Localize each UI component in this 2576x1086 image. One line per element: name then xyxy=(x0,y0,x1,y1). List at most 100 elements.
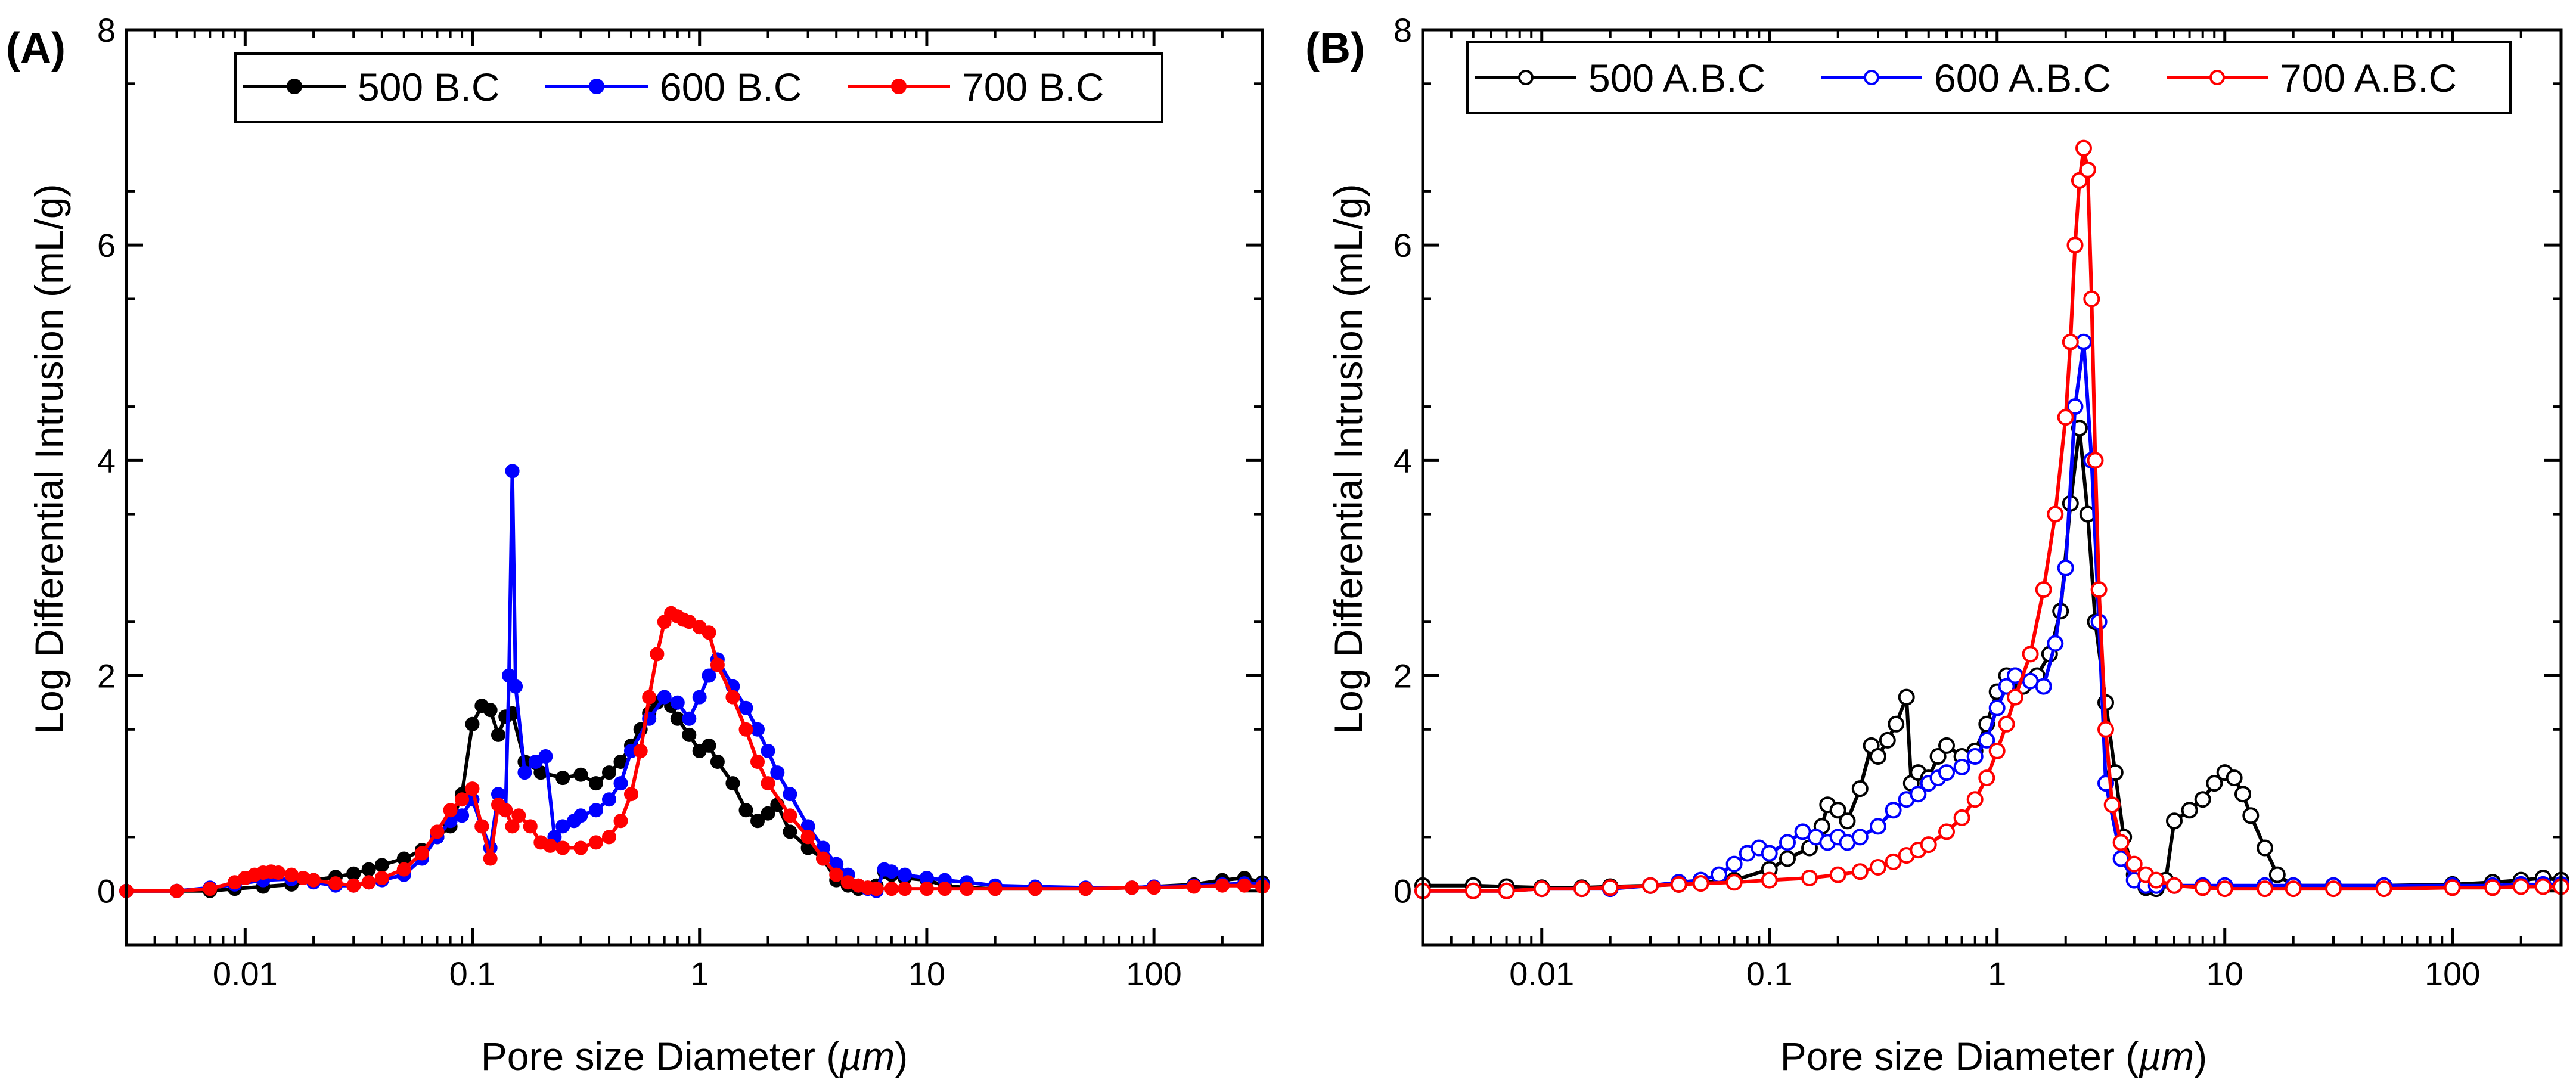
data-point xyxy=(2083,290,2100,308)
axis-ticks: 0.01 0.1 1 10 100 0 2 4 6 8 xyxy=(1393,11,2561,992)
data-point xyxy=(374,871,389,885)
data-point xyxy=(800,830,815,845)
data-point xyxy=(430,824,445,839)
legend-label: 500 B.C xyxy=(358,65,499,109)
data-point xyxy=(1761,845,1778,862)
data-point xyxy=(465,781,480,796)
y-axis-title: Log Differential Intrusion (mL/g) xyxy=(1326,184,1370,734)
data-point xyxy=(588,776,603,791)
data-point xyxy=(2057,409,2074,426)
data-point xyxy=(2071,172,2088,189)
x-tick-label: 0.01 xyxy=(1509,955,1574,992)
y-axis-title: Log Differential Intrusion (mL/g) xyxy=(27,184,71,734)
data-point xyxy=(1829,802,1846,819)
data-point xyxy=(898,867,912,882)
data-point xyxy=(271,865,285,880)
x-axis-title-unit: µm xyxy=(2138,1034,2194,1078)
data-point xyxy=(2066,237,2084,254)
data-point xyxy=(2075,139,2092,157)
data-point xyxy=(2181,802,2198,819)
data-point xyxy=(1938,764,1955,781)
data-point xyxy=(1920,836,1937,854)
data-point xyxy=(2206,775,2223,792)
x-axis-title-prefix: Pore size Diameter ( xyxy=(481,1034,840,1078)
x-tick-label: 1 xyxy=(1988,955,2006,992)
data-point xyxy=(1966,791,1984,808)
series-layer xyxy=(1414,139,2569,899)
x-tick-label: 100 xyxy=(1126,955,1181,992)
data-point xyxy=(523,819,538,834)
data-point xyxy=(1670,876,1687,893)
data-point xyxy=(2057,559,2074,576)
data-point xyxy=(1573,880,1590,898)
data-point xyxy=(1966,748,1984,765)
series-layer xyxy=(119,464,1270,898)
data-point xyxy=(2079,161,2096,178)
plot-frame xyxy=(125,28,1264,947)
panel-label: (B) xyxy=(1305,24,1365,72)
data-point xyxy=(725,776,740,791)
data-point xyxy=(1998,678,2015,695)
data-point xyxy=(1978,731,1995,749)
data-point xyxy=(2090,581,2108,598)
data-point xyxy=(657,690,672,705)
data-point xyxy=(573,840,588,855)
data-point xyxy=(682,727,697,742)
data-point xyxy=(1851,863,1869,880)
legend-label: 600 A.B.C xyxy=(1934,56,2111,100)
data-point xyxy=(1147,880,1162,895)
data-point xyxy=(1898,688,1915,706)
data-point xyxy=(898,882,912,896)
data-point xyxy=(2534,878,2552,895)
legend-label: 700 B.C xyxy=(962,65,1104,109)
x-axis-title-suffix: ) xyxy=(895,1034,908,1078)
legend-entry-2: 600 B.C xyxy=(545,65,802,109)
data-point xyxy=(1851,780,1869,798)
y-tick-label: 0 xyxy=(97,873,116,910)
data-point xyxy=(624,787,638,802)
data-point xyxy=(455,808,470,823)
data-point xyxy=(738,722,753,737)
legend: 500 A.B.C 600 A.B.C 700 A.B.C xyxy=(1466,41,2512,114)
data-point xyxy=(2097,721,2114,738)
data-point xyxy=(682,711,697,726)
data-point xyxy=(508,679,523,694)
data-point xyxy=(1879,731,1896,749)
data-point xyxy=(783,808,797,823)
data-point xyxy=(443,803,458,818)
data-point xyxy=(1829,866,1846,883)
legend-swatch-marker xyxy=(1864,70,1879,85)
data-point xyxy=(1602,879,1619,896)
data-point xyxy=(361,875,376,890)
legend-label: 600 B.C xyxy=(660,65,802,109)
data-point xyxy=(1938,823,1955,840)
data-point xyxy=(511,808,526,823)
data-point xyxy=(710,657,725,672)
data-point xyxy=(474,819,489,834)
data-point xyxy=(650,647,665,662)
data-point xyxy=(869,882,884,896)
data-point xyxy=(1998,715,2015,733)
data-point xyxy=(1870,748,1886,765)
data-point xyxy=(573,767,588,782)
data-point xyxy=(884,882,899,896)
data-point xyxy=(2035,581,2052,598)
data-point xyxy=(1978,769,1995,787)
data-point xyxy=(884,864,899,879)
data-point xyxy=(1885,853,1902,870)
data-point xyxy=(602,792,616,807)
x-tick-label: 0.01 xyxy=(213,955,278,992)
y-tick-label: 0 xyxy=(1393,873,1412,910)
data-point xyxy=(2268,866,2286,883)
data-point xyxy=(1851,829,1869,846)
data-point xyxy=(2047,635,2064,652)
data-point xyxy=(738,700,753,715)
x-axis-title: Pore size Diameter (µm) xyxy=(1780,1034,2208,1078)
panel-label: (A) xyxy=(6,24,66,72)
data-point xyxy=(642,690,657,705)
data-point xyxy=(588,803,603,818)
data-point xyxy=(738,803,753,818)
data-point xyxy=(306,873,321,888)
panel-b: (B) Log Differential Intrusion (mL/g) Po… xyxy=(1305,11,2569,1078)
data-point xyxy=(761,743,775,758)
